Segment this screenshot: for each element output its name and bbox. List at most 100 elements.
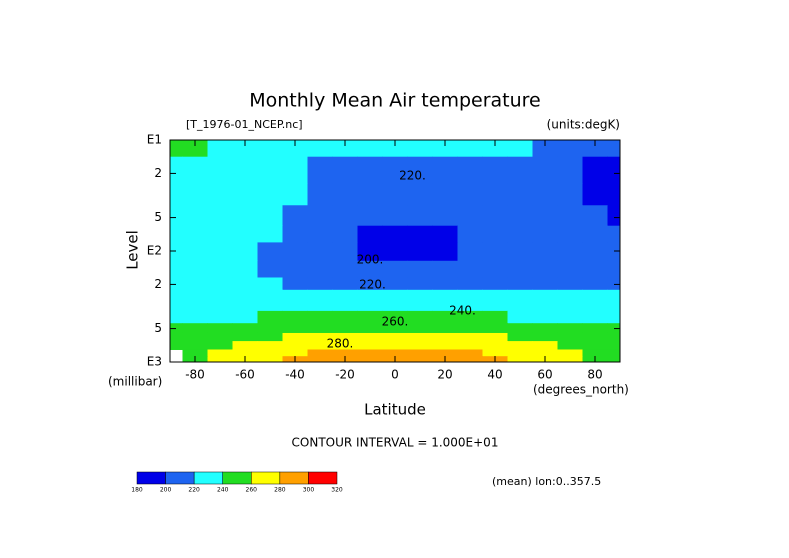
contour-cell xyxy=(607,277,621,291)
contour-cell xyxy=(382,289,408,301)
contour-cell xyxy=(307,332,333,342)
colorbar-label: 260 xyxy=(246,487,258,494)
y-tick-label: 5 xyxy=(154,321,162,335)
contour-cell xyxy=(307,299,333,312)
contour-cell xyxy=(432,341,458,350)
contour-cell xyxy=(532,349,558,357)
contour-cell xyxy=(607,299,621,312)
contour-cell xyxy=(532,140,558,158)
contour-cell xyxy=(282,349,308,357)
contour-cell xyxy=(482,183,508,206)
contour-cell xyxy=(307,277,333,291)
contour-cell xyxy=(182,156,208,184)
contour-cell xyxy=(257,310,283,324)
contour-cell xyxy=(582,140,608,158)
contour-cell xyxy=(532,183,558,206)
x-tick-label: -60 xyxy=(235,368,255,382)
contour-cell xyxy=(170,310,183,324)
contour-cell xyxy=(557,323,583,334)
contour-cell xyxy=(382,332,408,342)
contour-cell xyxy=(482,140,508,158)
contour-cell xyxy=(482,349,508,357)
colorbar-label: 200 xyxy=(160,487,172,494)
contour-cell xyxy=(607,140,621,158)
contour-cell xyxy=(257,356,283,361)
contour-cell xyxy=(457,183,483,206)
colorbar-swatch xyxy=(193,471,223,485)
contour-cell xyxy=(457,332,483,342)
contour-cell xyxy=(457,349,483,357)
contour-cell xyxy=(207,183,233,206)
contour-cell xyxy=(282,341,308,350)
contour-cell xyxy=(557,225,583,243)
contour-cell xyxy=(332,341,358,350)
contour-cell xyxy=(457,242,483,262)
contour-cell xyxy=(582,289,608,301)
contour-cell xyxy=(232,310,258,324)
contour-cell xyxy=(307,356,333,361)
contour-cell xyxy=(607,225,621,243)
contour-cell xyxy=(307,242,333,262)
units: (units:degK) xyxy=(547,118,620,132)
contour-cell xyxy=(557,341,583,350)
contour-cell xyxy=(357,341,383,350)
contour-cell xyxy=(407,156,433,184)
contour-cell xyxy=(557,289,583,301)
contour-cell xyxy=(282,156,308,184)
contour-cell xyxy=(507,310,533,324)
contour-cell xyxy=(332,332,358,342)
x-tick-label: 0 xyxy=(391,368,399,382)
contour-cell xyxy=(532,341,558,350)
contour-cell xyxy=(307,140,333,158)
contour-cell xyxy=(532,289,558,301)
contour-cell xyxy=(382,341,408,350)
contour-cell xyxy=(557,356,583,361)
contour-cell xyxy=(382,277,408,291)
contour-cell xyxy=(507,332,533,342)
contour-cell xyxy=(332,323,358,334)
contour-cell xyxy=(182,349,208,357)
contour-cell xyxy=(257,260,283,278)
contour-cell xyxy=(207,140,233,158)
contour-cell xyxy=(507,156,533,184)
contour-cell xyxy=(407,242,433,262)
contour-cell xyxy=(607,183,621,206)
contour-cell xyxy=(557,156,583,184)
contour-cell xyxy=(582,260,608,278)
colorbar-swatch xyxy=(308,471,338,485)
contour-cell xyxy=(432,156,458,184)
contour-cell xyxy=(257,242,283,262)
contour-cell xyxy=(332,225,358,243)
contour-cell xyxy=(307,349,333,357)
contour-cell xyxy=(382,310,408,324)
contour-cell xyxy=(207,277,233,291)
contour-cell xyxy=(432,242,458,262)
contour-cell xyxy=(407,289,433,301)
contour-cell xyxy=(357,277,383,291)
contour-cell xyxy=(307,183,333,206)
contour-cell xyxy=(557,332,583,342)
contour-cell xyxy=(170,260,183,278)
contour-cell xyxy=(457,299,483,312)
contour-cell xyxy=(207,289,233,301)
contour-cell xyxy=(332,242,358,262)
contour-cell xyxy=(507,289,533,301)
contour-cell xyxy=(282,332,308,342)
contour-cell xyxy=(257,277,283,291)
colorbar-label: 240 xyxy=(217,487,229,494)
colorbar-swatch xyxy=(222,471,252,485)
contour-cell xyxy=(582,323,608,334)
contour-cell xyxy=(407,260,433,278)
contour-cell xyxy=(357,349,383,357)
contour-cell xyxy=(407,140,433,158)
contour-cell xyxy=(382,299,408,312)
contour-cell xyxy=(532,323,558,334)
contour-cell xyxy=(507,140,533,158)
contour-cell xyxy=(357,183,383,206)
contour-cell xyxy=(232,140,258,158)
contour-cell xyxy=(357,332,383,342)
contour-cell xyxy=(282,225,308,243)
contour-cell xyxy=(457,310,483,324)
contour-cell xyxy=(607,310,621,324)
contour-cell xyxy=(182,242,208,262)
